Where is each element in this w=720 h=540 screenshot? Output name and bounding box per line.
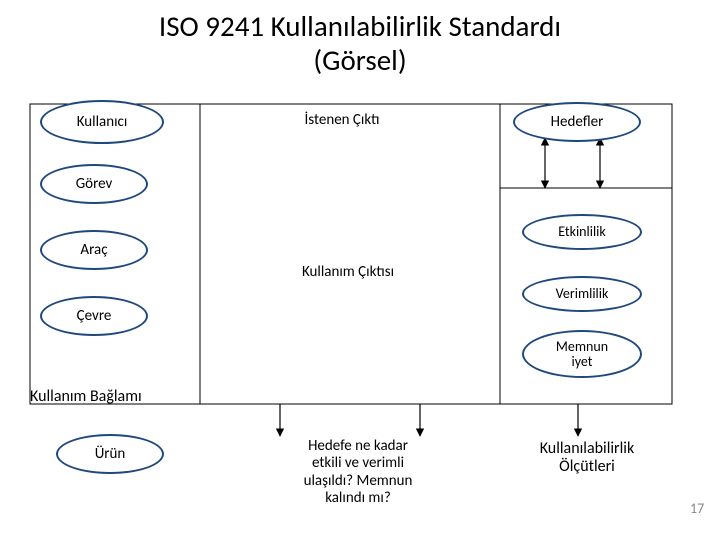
label-kullanim-baglami: Kullanım Bağlamı [30,388,200,406]
label-kullanim-ciktisi: Kullanım Çıktısı [268,264,428,281]
node-hedefler: Hedefler [513,102,641,142]
node-urun: Ürün [56,434,164,474]
node-kullanici: Kullanıcı [40,100,164,144]
page-number: 17 [690,500,704,517]
node-gorev: Görev [40,164,148,204]
page-title-line2: (Görsel) [0,42,720,78]
node-etkinlilik: Etkinlilik [522,214,642,250]
node-memnuniyet: Memnun iyet [522,330,642,378]
node-verimlilik: Verimlilik [522,276,642,312]
node-arac: Araç [40,230,148,270]
label-hedefe-soru: Hedefe ne kadar etkili ve verimli ulaşıl… [268,438,448,507]
page-title-line1: ISO 9241 Kullanılabilirlik Standardı [0,8,720,44]
label-olcutleri: Kullanılabilirlik Ölçütleri [512,440,662,477]
box-context-mid [200,104,500,404]
node-cevre: Çevre [40,296,148,336]
label-istenen-cikti: İstenen Çıktı [272,112,412,129]
